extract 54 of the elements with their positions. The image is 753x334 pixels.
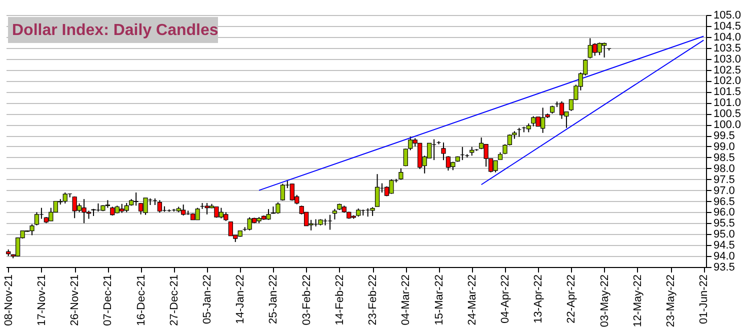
x-tick-label: 05-Jan-22 bbox=[202, 274, 214, 324]
x-tick-label: 04-Mar-22 bbox=[400, 274, 412, 326]
y-tick-label: 98.5 bbox=[714, 152, 735, 164]
y-tick-label: 93.5 bbox=[714, 262, 735, 274]
y-tick-label: 103.0 bbox=[714, 53, 742, 66]
chart-title: Dollar Index: Daily Candles bbox=[12, 22, 218, 39]
x-tick-label: 25-Jan-22 bbox=[268, 274, 280, 324]
x-tick-label: 08-Nov-21 bbox=[2, 274, 15, 326]
y-tick-label: 102.5 bbox=[714, 64, 742, 76]
x-tick-label: 07-Dec-21 bbox=[102, 274, 114, 326]
x-tick-label: 13-Apr-22 bbox=[532, 274, 545, 324]
x-tick-label: 14-Jan-22 bbox=[234, 274, 247, 324]
y-tick-label: 100.5 bbox=[714, 108, 742, 120]
candlestick bbox=[403, 148, 408, 167]
y-tick-label: 104.5 bbox=[714, 20, 742, 32]
y-tick-label: 101.0 bbox=[714, 97, 742, 110]
x-tick-label: 12-May-22 bbox=[632, 274, 644, 328]
candlestick bbox=[374, 174, 380, 208]
y-tick-label: 95.5 bbox=[714, 218, 735, 230]
y-tick-label: 100.0 bbox=[714, 119, 742, 132]
x-tick-label: 22-Apr-22 bbox=[566, 274, 578, 324]
x-tick-label: 27-Dec-21 bbox=[168, 274, 180, 326]
x-tick-label: 15-Mar-22 bbox=[433, 274, 446, 326]
y-tick-label: 98.0 bbox=[714, 162, 735, 175]
x-tick-label: 16-Dec-21 bbox=[135, 274, 148, 326]
x-tick-label: 17-Nov-21 bbox=[36, 274, 48, 326]
y-tick-label: 99.5 bbox=[714, 130, 735, 142]
y-tick-label: 101.5 bbox=[714, 86, 742, 98]
candlestick bbox=[157, 200, 162, 214]
y-tick-label: 96.0 bbox=[714, 206, 735, 219]
y-tick-label: 94.0 bbox=[714, 250, 735, 263]
y-tick-label: 104.0 bbox=[714, 31, 742, 44]
x-tick-label: 23-Feb-22 bbox=[367, 274, 380, 326]
y-tick-label: 94.5 bbox=[714, 240, 735, 252]
y-tick-label: 95.0 bbox=[714, 228, 735, 241]
candlestick bbox=[332, 208, 338, 220]
x-tick-label: 03-May-22 bbox=[598, 274, 611, 328]
y-tick-label: 102.0 bbox=[714, 75, 742, 88]
x-tick-label: 23-May-22 bbox=[665, 274, 678, 328]
y-tick-label: 97.0 bbox=[714, 184, 735, 197]
x-tick-label: 04-Apr-22 bbox=[499, 274, 512, 324]
x-tick-label: 01-Jun-22 bbox=[698, 274, 710, 324]
y-tick-label: 103.5 bbox=[714, 42, 742, 54]
x-tick-label: 26-Nov-21 bbox=[69, 274, 82, 326]
candlestick bbox=[34, 212, 40, 226]
y-tick-label: 105.0 bbox=[714, 10, 742, 22]
y-tick-label: 99.0 bbox=[714, 140, 735, 153]
y-tick-label: 96.5 bbox=[714, 196, 735, 208]
x-tick-label: 14-Feb-22 bbox=[334, 274, 346, 326]
candlestick bbox=[398, 168, 404, 180]
x-tick-label: 03-Feb-22 bbox=[300, 274, 313, 326]
y-tick-label: 97.5 bbox=[714, 174, 735, 186]
candlestick bbox=[441, 142, 446, 161]
x-tick-label: 24-Mar-22 bbox=[466, 274, 478, 326]
